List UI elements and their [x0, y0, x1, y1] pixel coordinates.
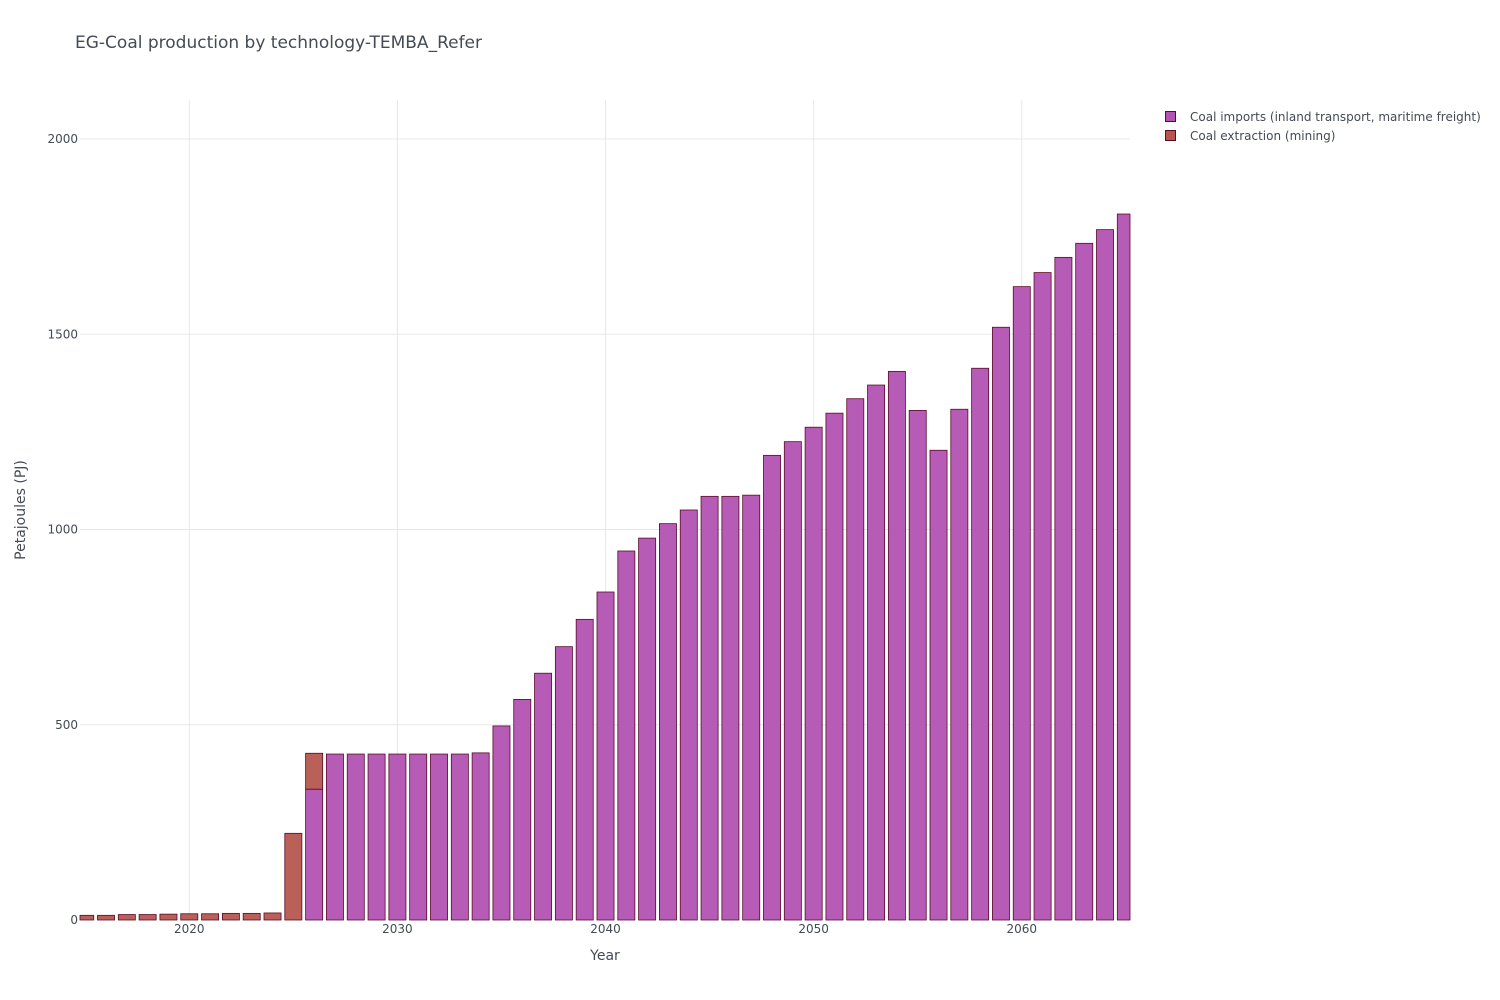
bar-imports-2038 — [554, 646, 573, 921]
bar-imports-2065 — [1116, 213, 1131, 921]
bar-imports-2063 — [1075, 242, 1094, 921]
bar-extraction-2015 — [79, 914, 95, 921]
y-tick-label: 1500 — [47, 327, 78, 341]
bar-imports-2026 — [305, 788, 324, 921]
bar-imports-2043 — [659, 523, 677, 921]
bar-imports-2058 — [971, 367, 990, 921]
legend-label-extraction: Coal extraction (mining) — [1190, 128, 1336, 143]
bar-imports-2030 — [388, 753, 407, 921]
bar-extraction-2022 — [221, 912, 240, 921]
bar-imports-2062 — [1054, 256, 1073, 921]
bar-imports-2028 — [346, 753, 365, 921]
bar-imports-2050 — [804, 426, 823, 921]
y-tick-label: 2000 — [47, 132, 78, 146]
bar-imports-2031 — [409, 753, 428, 921]
x-tick-label: 2020 — [174, 922, 205, 936]
legend: Coal imports (inland transport, maritime… — [1165, 107, 1481, 145]
bar-imports-2042 — [638, 537, 657, 921]
bar-extraction-2023 — [242, 912, 261, 921]
bar-extraction-2021 — [201, 913, 220, 921]
bar-imports-2034 — [471, 752, 490, 921]
bar-imports-2051 — [825, 412, 844, 921]
bars — [79, 213, 1131, 921]
bar-imports-2035 — [492, 725, 511, 921]
x-tick-label: 2040 — [590, 922, 621, 936]
y-tick-label: 0 — [70, 913, 78, 927]
bar-imports-2029 — [367, 753, 386, 921]
bar-imports-2056 — [929, 449, 948, 921]
bar-imports-2059 — [992, 326, 1010, 921]
chart-title: EG-Coal production by technology-TEMBA_R… — [75, 33, 483, 53]
legend-item-extraction[interactable]: Coal extraction (mining) — [1165, 126, 1481, 145]
bar-imports-2052 — [846, 398, 865, 921]
bar-imports-2037 — [534, 672, 553, 921]
bar-imports-2049 — [783, 441, 802, 921]
legend-swatch-extraction — [1165, 130, 1176, 141]
bar-extraction-2016 — [97, 914, 115, 921]
bar-imports-2064 — [1096, 229, 1114, 921]
bar-imports-2039 — [575, 618, 594, 921]
bar-extraction-2025 — [284, 832, 303, 921]
y-axis-title: Petajoules (PJ) — [13, 460, 29, 560]
x-tick-label: 2060 — [1007, 922, 1038, 936]
legend-item-imports[interactable]: Coal imports (inland transport, maritime… — [1165, 107, 1481, 126]
bar-extraction-2018 — [138, 914, 157, 921]
bar-imports-2027 — [326, 753, 344, 921]
y-tick-label: 500 — [55, 718, 78, 732]
bar-imports-2048 — [763, 454, 781, 921]
bar-imports-2053 — [867, 384, 886, 921]
bar-imports-2045 — [700, 495, 719, 921]
bar-imports-2036 — [513, 698, 532, 921]
bar-extraction-2019 — [159, 913, 178, 921]
bar-imports-2046 — [721, 495, 740, 921]
bar-imports-2060 — [1012, 286, 1031, 921]
bar-imports-2040 — [596, 591, 615, 921]
bar-imports-2061 — [1033, 272, 1052, 921]
bar-extraction-2017 — [117, 914, 136, 921]
bar-extraction-2026 — [305, 752, 324, 790]
x-axis-title: Year — [589, 948, 620, 964]
bar-imports-2047 — [742, 494, 761, 921]
x-tick-label: 2050 — [798, 922, 829, 936]
bar-imports-2033 — [450, 753, 469, 921]
bar-imports-2041 — [617, 550, 636, 921]
bar-imports-2044 — [679, 509, 698, 921]
bar-imports-2054 — [887, 370, 906, 921]
bar-extraction-2020 — [180, 913, 199, 921]
bar-imports-2055 — [908, 410, 927, 921]
bar-extraction-2024 — [263, 912, 282, 921]
bar-imports-2032 — [430, 753, 448, 921]
axis-ticks: 2020 2030 2040 2050 2060 0 500 1000 1500 2000 — [47, 132, 1037, 936]
y-tick-label: 1000 — [47, 523, 78, 537]
legend-swatch-imports — [1165, 111, 1176, 122]
bar-imports-2057 — [950, 408, 969, 921]
x-tick-label: 2030 — [382, 922, 413, 936]
legend-label-imports: Coal imports (inland transport, maritime… — [1190, 109, 1481, 124]
